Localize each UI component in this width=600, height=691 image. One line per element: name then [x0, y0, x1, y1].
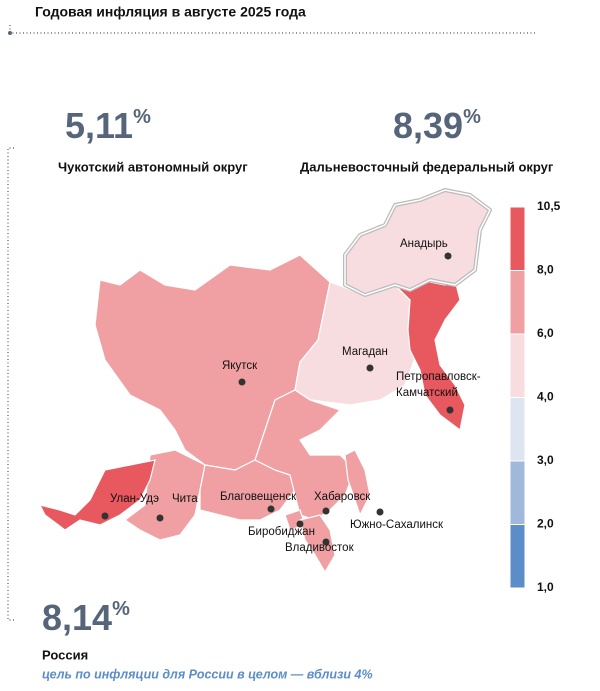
legend: 10,5 8,0 6,0 4,0 3,0 2,0 1,0: [509, 199, 561, 594]
legend-tick-label: 8,0: [537, 263, 554, 277]
unit: %: [112, 598, 130, 620]
city-label: Хабаровск: [314, 491, 371, 503]
highlight: 5,11%: [65, 105, 151, 146]
region: [299, 514, 336, 574]
note: цель по инфляции для России в целом — вб…: [42, 667, 373, 681]
legend-tick-label: 3,0: [537, 453, 554, 467]
value: 5,11: [65, 105, 133, 146]
russia: 8,14%: [42, 597, 130, 638]
legend-tick-label: 6,0: [537, 326, 554, 340]
russia-label: Россия: [42, 647, 88, 662]
city-dot: [376, 508, 384, 516]
city-label: Биробиджан: [248, 526, 315, 538]
city-dot: [267, 505, 275, 513]
title-rule: [9, 25, 535, 34]
city-dot: [156, 514, 164, 522]
value: 8,14: [42, 597, 112, 638]
unit: %: [463, 106, 481, 128]
city-dot: [238, 378, 246, 386]
legend-tick-label: 1,0: [537, 580, 554, 594]
city-label: Южно-Сахалинск: [350, 519, 444, 531]
bracket: [7, 147, 14, 621]
city-label: Якутск: [222, 360, 258, 372]
city-dot: [322, 538, 330, 546]
rule-dot: [8, 31, 12, 35]
city-label: Камчатский: [396, 387, 458, 399]
legend-tick-label: 10,5: [537, 199, 561, 213]
city-label: Владивосток: [285, 542, 355, 554]
region: [38, 459, 156, 531]
highlight: 8,39%: [393, 105, 481, 146]
city-dot: [296, 520, 304, 528]
city-label: Анадырь: [400, 238, 448, 250]
highlight-label: Дальневосточный федеральный округ: [300, 159, 554, 174]
region-outline: [344, 189, 491, 296]
highlight-label: Чукотский автономный округ: [58, 159, 248, 174]
city-dot: [322, 507, 330, 515]
map: Анадырь Якутск Магадан Петропавловск- Ка…: [38, 188, 492, 574]
region: [123, 449, 206, 541]
legend-swatch: [509, 270, 526, 335]
city-label: Улан-Удэ: [110, 493, 159, 505]
city-label: Чита: [172, 493, 198, 505]
city-dot: [101, 512, 109, 520]
city-dot: [366, 364, 374, 372]
legend-swatch: [509, 206, 526, 271]
title: Годовая инфляция в августе 2025 года: [35, 4, 306, 20]
value: 8,39: [393, 105, 463, 146]
legend-swatch: [509, 524, 526, 589]
unit: %: [133, 106, 151, 128]
legend-swatch: [509, 460, 526, 525]
city-label: Магадан: [342, 346, 388, 358]
legend-tick-label: 4,0: [537, 390, 554, 404]
region: [254, 389, 356, 521]
city-label: Петропавловск-: [396, 371, 481, 383]
legend-tick-label: 2,0: [537, 517, 554, 531]
city-label: Благовещенск: [220, 491, 297, 503]
city-dot: [446, 406, 454, 414]
legend-swatch: [509, 397, 526, 462]
legend-swatch: [509, 333, 526, 398]
city-dot: [444, 252, 452, 260]
region: [344, 449, 371, 517]
